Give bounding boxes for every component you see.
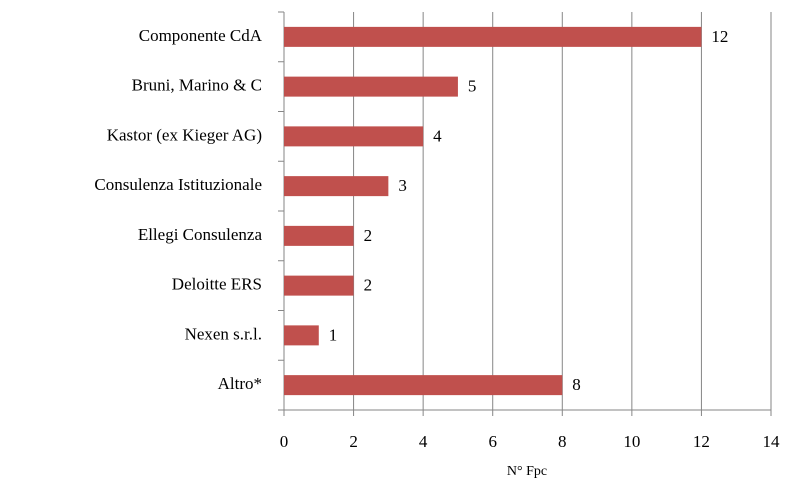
y-tick-label: Altro* (218, 374, 262, 393)
bar (284, 325, 319, 346)
y-tick-label: Kastor (ex Kieger AG) (107, 125, 262, 144)
bar (284, 275, 354, 296)
x-tick-label: 10 (623, 432, 640, 451)
data-label: 5 (468, 77, 477, 96)
data-label: 8 (572, 375, 581, 394)
x-tick-label: 0 (280, 432, 289, 451)
bar (284, 26, 702, 47)
bar (284, 225, 354, 246)
y-tick-label: Componente CdA (139, 26, 263, 45)
y-tick-label: Deloitte ERS (172, 275, 262, 294)
x-tick-label: 4 (419, 432, 428, 451)
y-tick-label: Consulenza Istituzionale (94, 175, 262, 194)
data-label: 3 (398, 176, 407, 195)
bar (284, 176, 389, 197)
data-label: 1 (329, 325, 338, 344)
y-tick-label: Ellegi Consulenza (138, 225, 263, 244)
x-tick-label: 8 (558, 432, 567, 451)
x-tick-label: 14 (763, 432, 781, 451)
y-tick-label: Nexen s.r.l. (185, 324, 262, 343)
x-tick-label: 6 (488, 432, 497, 451)
x-axis-label: N° Fpc (507, 464, 547, 479)
y-tick-label: Bruni, Marino & C (132, 76, 262, 95)
x-tick-label: 2 (349, 432, 358, 451)
data-label: 12 (711, 27, 728, 46)
x-tick-label: 12 (693, 432, 710, 451)
bar (284, 126, 424, 147)
bar (284, 375, 563, 396)
bar (284, 76, 458, 97)
data-label: 2 (364, 276, 373, 295)
data-label: 4 (433, 126, 442, 145)
data-label: 2 (364, 226, 373, 245)
